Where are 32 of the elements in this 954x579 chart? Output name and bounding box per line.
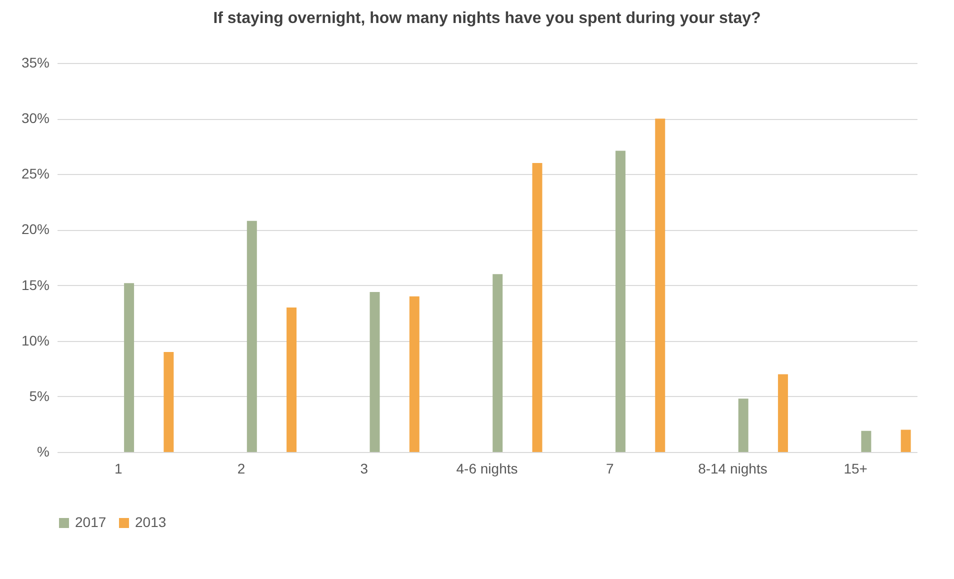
bar [738, 398, 748, 452]
x-tick-label: 2 [237, 460, 246, 476]
bar [861, 430, 872, 452]
y-tick-label: 5% [29, 388, 50, 404]
bar [124, 283, 134, 452]
y-tick-label: 20% [21, 221, 50, 238]
y-tick-label: 15% [21, 276, 50, 293]
bar [532, 163, 542, 452]
chart-title: If staying overnight, how many nights have you spent during your stay? [213, 10, 761, 27]
x-tick-label: 1 [114, 460, 123, 476]
x-tick-label: 7 [606, 460, 614, 476]
bar [409, 296, 420, 452]
x-tick-label: 3 [360, 460, 368, 476]
y-tick-label: 30% [21, 110, 50, 126]
bar [655, 118, 666, 452]
legend-label: 2013 [135, 514, 166, 530]
bar [492, 274, 503, 452]
bar [615, 150, 626, 452]
y-tick-label: % [37, 444, 50, 460]
bar [778, 374, 788, 452]
x-tick-label: 4-6 nights [456, 460, 518, 476]
bar [370, 292, 380, 452]
bar [164, 352, 174, 452]
y-tick-label: 10% [21, 332, 50, 348]
x-tick-label: 8-14 nights [698, 460, 768, 476]
bar [246, 220, 257, 452]
bar [286, 308, 297, 452]
y-tick-label: 25% [21, 166, 50, 182]
bar [900, 430, 911, 452]
x-tick-label: 15+ [844, 460, 868, 476]
legend-label: 2017 [75, 514, 106, 530]
y-tick-label: 35% [21, 54, 50, 70]
